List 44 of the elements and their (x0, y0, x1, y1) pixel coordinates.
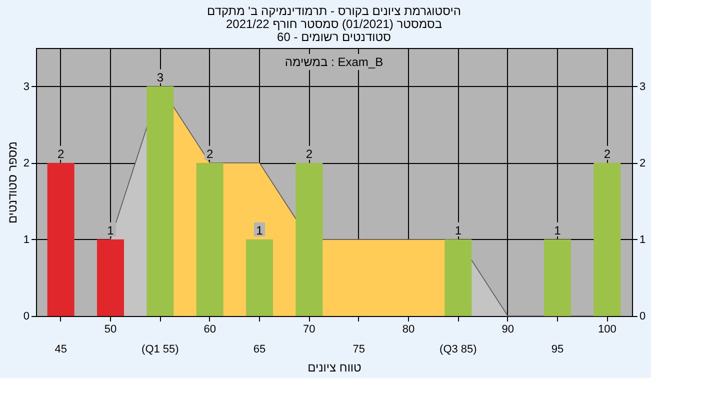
x-tick-label: 45 (54, 344, 67, 356)
x-tick-label: (Q3 85) (440, 344, 477, 356)
data-label: 2 (604, 146, 611, 161)
y2-tick-label: 1 (640, 234, 646, 246)
x-tick-label: (Q1 55) (142, 344, 179, 356)
y2-tick-label: 2 (640, 157, 646, 170)
x-axis-title: טווח ציונים (308, 360, 362, 374)
bar (146, 86, 174, 316)
x-tick-label: 70 (303, 324, 316, 336)
x-tick-label: 95 (551, 344, 564, 356)
bar (196, 162, 224, 316)
data-label: 1 (256, 223, 264, 238)
x-tick-label: 75 (352, 344, 365, 356)
x-tick-label: 90 (502, 324, 514, 336)
bar (97, 239, 124, 316)
y-tick-label: 3 (23, 80, 30, 93)
x-tick-label: 60 (204, 324, 216, 336)
y-tick-label: 0 (23, 310, 30, 322)
data-label: 2 (306, 146, 313, 161)
data-label: 1 (454, 223, 462, 238)
bar (594, 162, 621, 316)
data-label: 1 (554, 223, 562, 238)
y2-tick-label: 0 (640, 310, 646, 322)
text: בסמסטר (01/2021) סמסטר חורף 2021/22 (226, 17, 442, 31)
bar (444, 239, 472, 316)
y-tick-label: 1 (23, 234, 30, 246)
bar (296, 162, 323, 316)
data-label: 2 (206, 146, 214, 161)
text: היסטוגרמת ציונים בקורס - תרמודינמיקה ב' מתקדם (207, 4, 461, 18)
bar (246, 239, 273, 316)
x-tick-label: 100 (598, 324, 616, 336)
data-label: 2 (57, 146, 64, 161)
x-tick-label: 65 (253, 344, 266, 356)
bar (544, 239, 571, 316)
x-tick-label: 80 (402, 324, 415, 336)
y-tick-label: 2 (23, 157, 30, 170)
y-axis-title: מספר סטודנטים (5, 141, 20, 224)
data-label: 1 (107, 223, 114, 238)
annotation: במשימה : Exam_B (284, 55, 384, 69)
bar (47, 162, 74, 316)
y2-tick-label: 3 (640, 80, 646, 93)
data-label: 3 (156, 70, 164, 84)
x-tick-label: 50 (104, 324, 117, 336)
text: סטודנטים רשומים - 60 (277, 30, 391, 44)
